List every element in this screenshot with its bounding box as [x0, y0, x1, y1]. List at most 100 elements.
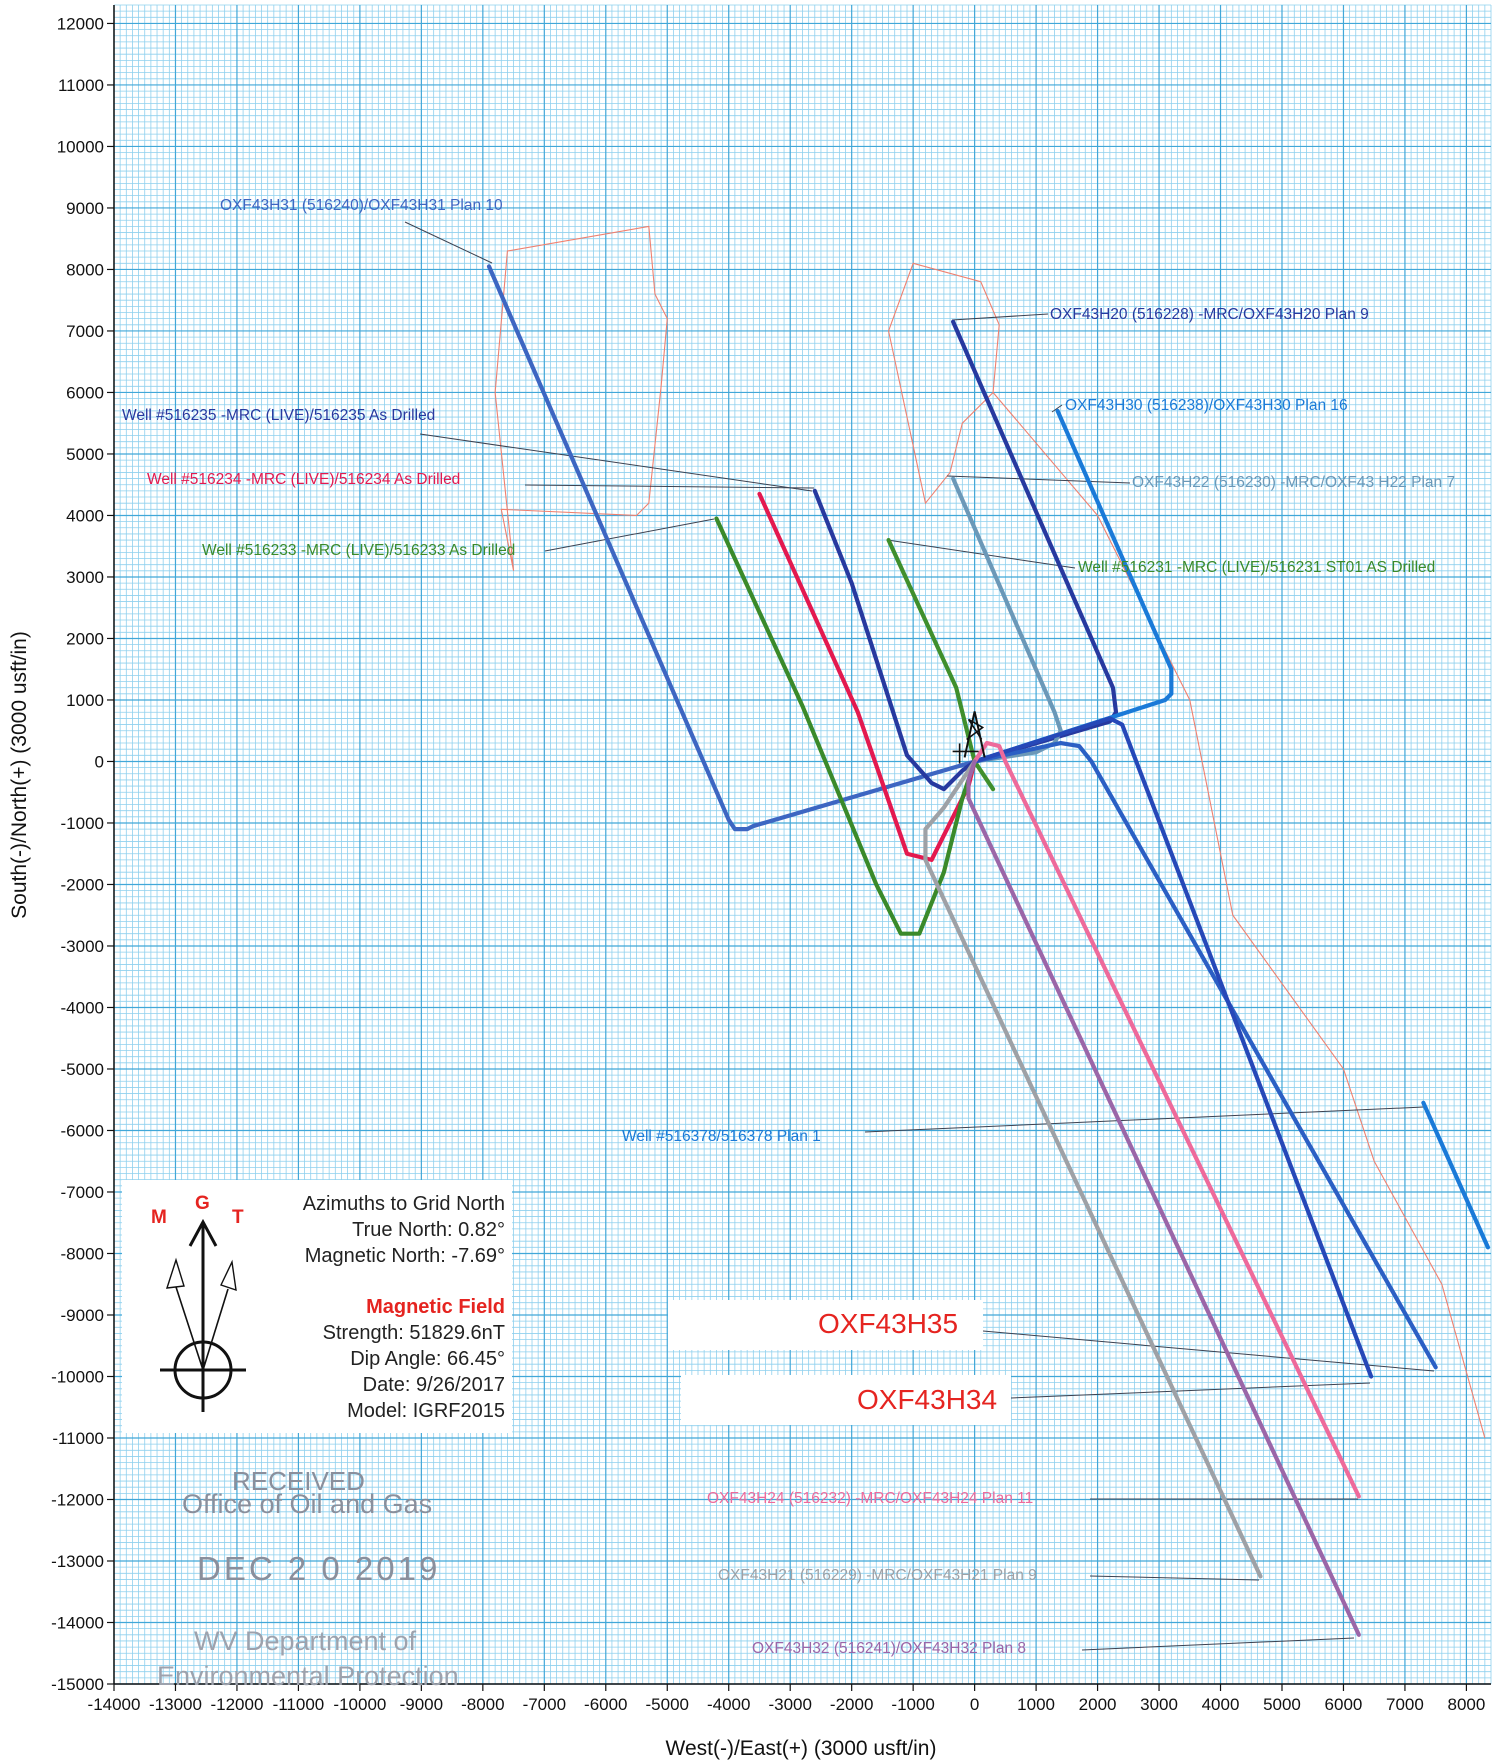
stamp-line: DEC 2 0 2019 [197, 1550, 440, 1587]
axes [113, 5, 1491, 1685]
legend: M G T Azimuths to Grid North True North:… [122, 1180, 512, 1433]
leader-line [1051, 404, 1063, 413]
compass-letter-m: M [151, 1207, 167, 1228]
x-tick-label: 3000 [1140, 1695, 1178, 1714]
y-tick-label: 8000 [66, 260, 104, 279]
y-tick-label: 0 [95, 752, 104, 771]
x-axis-title: West(-)/East(+) (3000 usft/in) [666, 1737, 937, 1760]
series-line [966, 759, 1361, 1637]
y-tick-label: 12000 [57, 14, 104, 33]
leader-line [951, 313, 1049, 321]
well-label: Well #516233 -MRC (LIVE)/516233 As Drill… [202, 542, 515, 559]
legend-box [122, 1180, 512, 1433]
y-tick-label: 7000 [66, 322, 104, 341]
x-tick-labels: -14000 -13000 -12000 -11000 -10000 -9000 -8000… [88, 1684, 1485, 1714]
x-tick-label: -14000 [88, 1695, 141, 1714]
stamp-line: Environmental Protection [157, 1661, 459, 1691]
y-tick-label: -14000 [51, 1613, 104, 1632]
well-label: Well #516234 -MRC (LIVE)/516234 As Drill… [147, 471, 460, 488]
leader-line [419, 433, 813, 492]
big-label-oxf43h34: OXF43H34 [857, 1384, 997, 1415]
well-label: OXF43H22 (516230) -MRC/OXF43 H22 Plan 7 [1132, 474, 1455, 491]
legend-magnetic-north: Magnetic North: -7.69° [305, 1245, 505, 1267]
x-tick-label: -1000 [891, 1695, 934, 1714]
y-tick-label: -13000 [51, 1552, 104, 1571]
y-tick-label: -4000 [61, 998, 104, 1017]
leader-line [404, 221, 493, 264]
y-tick-label: -7000 [61, 1183, 104, 1202]
x-tick-label: -10000 [333, 1695, 386, 1714]
x-tick-label: -11000 [273, 1695, 325, 1714]
stamp-line: Office of Oil and Gas [182, 1489, 432, 1519]
y-tick-label: -2000 [61, 875, 104, 894]
y-tick-label: -6000 [61, 1121, 104, 1140]
rig-brace [966, 718, 985, 741]
x-tick-label: -3000 [768, 1695, 811, 1714]
well-label: OXF43H21 (516229) -MRC/OXF43H21 Plan 9 [718, 1567, 1037, 1584]
legend-model: Model: IGRF2015 [347, 1400, 505, 1422]
big-label-oxf43h35: OXF43H35 [818, 1308, 958, 1339]
x-tick-label: 5000 [1263, 1695, 1301, 1714]
y-tick-labels: 1200011000100009000800070006000500040003… [51, 14, 114, 1694]
well-trajectories [486, 264, 1491, 1637]
rig-icon [952, 711, 986, 764]
series-line [972, 740, 1438, 1370]
series-line [972, 716, 1374, 1379]
received-stamp: RECEIVED Office of Oil and Gas DEC 2 0 2… [157, 1466, 459, 1691]
x-tick-label: -4000 [707, 1695, 750, 1714]
label-box [681, 1375, 1011, 1425]
legend-dip: Dip Angle: 66.45° [350, 1348, 505, 1370]
well-label: Well #516378/516378 Plan 1 [622, 1128, 821, 1145]
leader-line [544, 518, 715, 552]
y-tick-label: 5000 [66, 445, 104, 464]
y-tick-label: -9000 [61, 1306, 104, 1325]
leader-line [524, 484, 815, 489]
y-tick-label: 10000 [57, 137, 104, 156]
y-tick-label: 3000 [66, 568, 104, 587]
y-tick-label: -15000 [51, 1675, 104, 1694]
leader-line [864, 1106, 1425, 1133]
y-tick-label: 9000 [66, 199, 104, 218]
y-axis-title: South(-)/North(+) (3000 usft/in) [8, 631, 31, 919]
well-label: OXF43H31 (516240)/OXF43H31 Plan 10 [220, 197, 503, 214]
x-tick-label: -8000 [461, 1695, 504, 1714]
compass-letter-g: G [195, 1193, 210, 1214]
y-tick-label: -1000 [61, 814, 104, 833]
well-label: OXF43H24 (516232) -MRC/OXF43H24 Plan 11 [707, 1490, 1033, 1507]
leader-line [886, 539, 1076, 569]
well-labels: OXF43H31 (516240)/OXF43H31 Plan 10 OXF43… [122, 197, 1455, 1657]
series-line [1421, 1100, 1491, 1250]
x-tick-label: 2000 [1079, 1695, 1117, 1714]
series-line [812, 488, 977, 792]
x-tick-label: -9000 [400, 1695, 443, 1714]
label-leader-lines [404, 221, 1435, 1651]
x-tick-label: 6000 [1325, 1695, 1363, 1714]
x-tick-label: 7000 [1386, 1695, 1424, 1714]
leader-line [1081, 1637, 1355, 1651]
y-tick-label: 4000 [66, 506, 104, 525]
x-tick-label: -7000 [523, 1695, 566, 1714]
x-tick-label: -5000 [646, 1695, 689, 1714]
x-tick-label: 0 [970, 1695, 979, 1714]
label-box [668, 1300, 983, 1350]
well-label: Well #516235 -MRC (LIVE)/516235 As Drill… [122, 407, 435, 424]
legend-title: Azimuths to Grid North [303, 1193, 505, 1215]
leader-line [982, 1330, 1435, 1372]
x-tick-label: -6000 [584, 1695, 627, 1714]
series-line [923, 759, 1263, 1579]
y-tick-label: 2000 [66, 629, 104, 648]
series-line [486, 264, 977, 832]
x-tick-label: 1000 [1017, 1695, 1055, 1714]
x-tick-label: 8000 [1447, 1695, 1485, 1714]
well-label: OXF43H30 (516238)/OXF43H30 Plan 16 [1065, 397, 1348, 414]
well-label: OXF43H20 (516228) -MRC/OXF43H20 Plan 9 [1050, 306, 1369, 323]
y-tick-label: -11000 [52, 1429, 104, 1448]
stamp-line: WV Department of [194, 1626, 417, 1656]
y-tick-label: 1000 [66, 691, 104, 710]
rig-frame [963, 711, 986, 758]
legend-date: Date: 9/26/2017 [363, 1374, 505, 1396]
well-label: Well #516231 -MRC (LIVE)/516231 ST01 AS … [1078, 559, 1435, 576]
series-line [714, 516, 977, 936]
